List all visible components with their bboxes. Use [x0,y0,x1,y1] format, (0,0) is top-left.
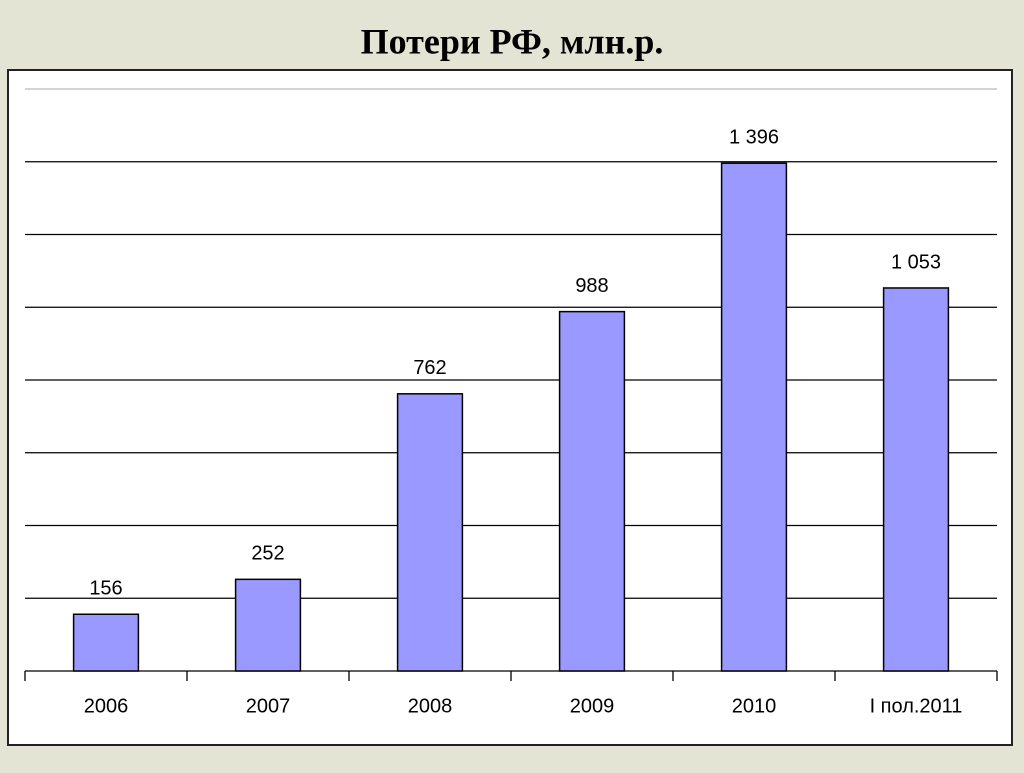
x-tick-label: 2008 [408,695,453,717]
value-label: 988 [575,275,608,297]
value-label: 252 [251,543,284,565]
value-label: 1 053 [891,251,941,273]
bar [234,578,302,672]
value-label: 1 396 [729,126,779,148]
bar [558,310,626,672]
value-label: 156 [89,578,122,600]
x-tick-label: 2007 [246,695,291,717]
chart-panel [7,69,1013,746]
bar [396,393,464,672]
x-tick-label: 2010 [732,695,777,717]
bar [720,162,788,672]
x-tick-label: 2009 [570,695,615,717]
bar [72,613,140,672]
chart-title: Потери РФ, млн.р. [361,21,664,61]
bar [882,287,950,672]
x-tick-label: I пол.2011 [870,695,963,717]
x-tick-label: 2006 [84,695,129,717]
value-label: 762 [413,357,446,379]
